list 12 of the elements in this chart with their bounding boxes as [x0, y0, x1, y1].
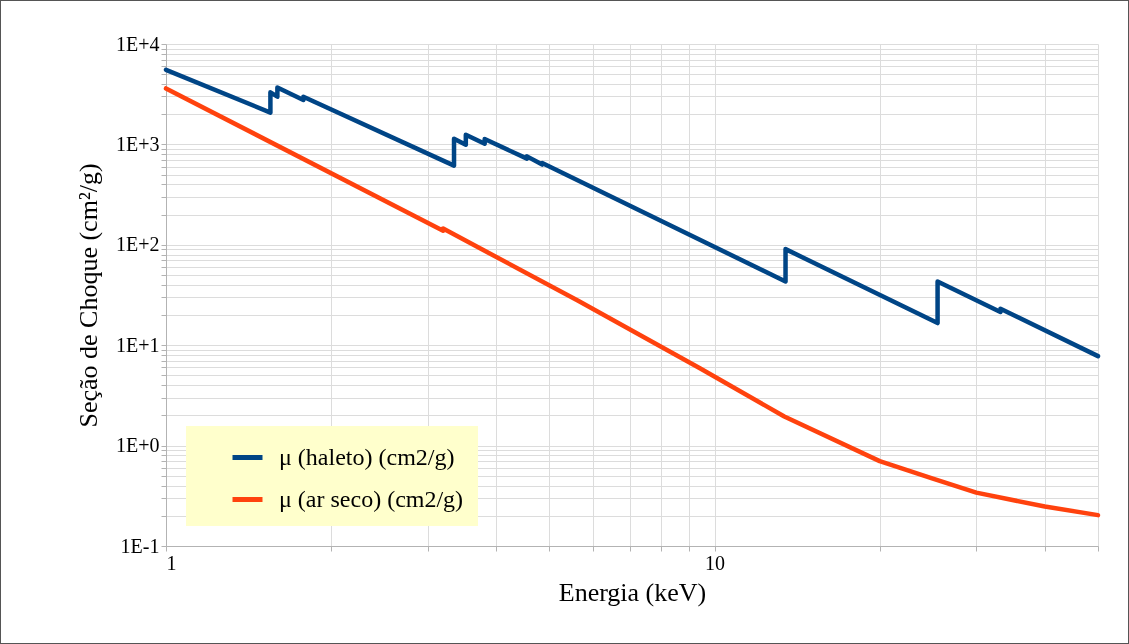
y-axis-title: Seção de Choque (cm²/g) — [74, 163, 103, 428]
legend-label: μ (ar seco) (cm2/g) — [279, 485, 464, 512]
y-tick-label: 1E+0 — [116, 434, 160, 457]
y-tick-label: 1E+1 — [116, 333, 160, 356]
y-tick-label: 1E+4 — [116, 32, 160, 55]
y-tick-label: 1E-1 — [120, 534, 160, 557]
y-tick-label: 1E+2 — [116, 233, 160, 256]
x-tick-label: 10 — [705, 551, 726, 574]
y-tick-label: 1E+3 — [116, 132, 160, 155]
x-axis-title: Energia (keV) — [558, 577, 707, 607]
legend-label: μ (haleto) (cm2/g) — [279, 443, 455, 470]
x-tick-label: 1 — [166, 551, 177, 574]
